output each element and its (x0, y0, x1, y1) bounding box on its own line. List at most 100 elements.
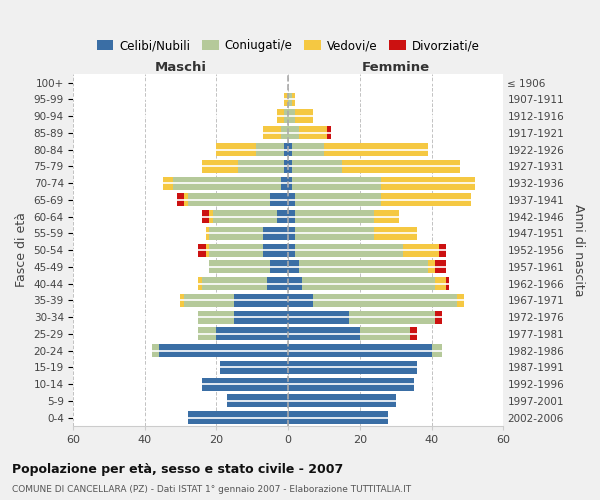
Bar (288, 160, 292, 173)
Bar (217, 143, 256, 156)
Bar (227, 394, 288, 407)
Bar (288, 294, 313, 307)
Bar (181, 294, 184, 307)
Bar (288, 143, 292, 156)
Y-axis label: Anni di nascita: Anni di nascita (572, 204, 585, 296)
Bar (263, 244, 288, 256)
Bar (381, 176, 475, 190)
Bar (295, 227, 374, 240)
Bar (270, 194, 288, 206)
Bar (292, 160, 342, 173)
Bar (202, 210, 209, 223)
Bar (288, 328, 360, 340)
Bar (288, 110, 295, 122)
Bar (288, 176, 292, 190)
Bar (349, 310, 435, 324)
Bar (381, 194, 471, 206)
Bar (263, 227, 288, 240)
Bar (209, 210, 213, 223)
Text: Maschi: Maschi (154, 61, 206, 74)
Bar (277, 210, 288, 223)
Bar (288, 244, 295, 256)
Bar (234, 294, 288, 307)
Bar (428, 260, 435, 274)
Bar (213, 210, 277, 223)
Bar (446, 277, 449, 290)
Bar (270, 260, 288, 274)
Bar (256, 143, 284, 156)
Bar (177, 194, 184, 206)
Bar (281, 126, 288, 140)
Bar (292, 143, 324, 156)
Bar (299, 126, 328, 140)
Bar (374, 227, 417, 240)
Bar (342, 160, 460, 173)
Bar (188, 194, 270, 206)
Bar (299, 260, 428, 274)
Bar (152, 344, 159, 357)
Bar (288, 260, 299, 274)
Bar (217, 328, 288, 340)
Bar (209, 227, 263, 240)
Bar (234, 310, 288, 324)
Y-axis label: Fasce di età: Fasce di età (15, 212, 28, 288)
Bar (457, 294, 464, 307)
Bar (292, 176, 381, 190)
Bar (374, 210, 399, 223)
Bar (220, 361, 288, 374)
Bar (435, 260, 446, 274)
Bar (288, 227, 295, 240)
Bar (295, 110, 313, 122)
Bar (206, 244, 209, 256)
Bar (202, 378, 288, 390)
Bar (199, 328, 217, 340)
Bar (295, 194, 381, 206)
Bar (288, 126, 299, 140)
Bar (295, 244, 403, 256)
Bar (431, 344, 442, 357)
Bar (295, 210, 374, 223)
Bar (184, 294, 234, 307)
Bar (328, 126, 331, 140)
Bar (302, 277, 435, 290)
Bar (284, 160, 288, 173)
Bar (173, 176, 281, 190)
Bar (184, 194, 188, 206)
Bar (284, 92, 288, 106)
Bar (284, 143, 288, 156)
Bar (288, 394, 395, 407)
Bar (209, 244, 263, 256)
Bar (199, 310, 234, 324)
Bar (435, 310, 442, 324)
Bar (435, 277, 446, 290)
Bar (360, 328, 410, 340)
Bar (403, 244, 439, 256)
Text: Popolazione per età, sesso e stato civile - 2007: Popolazione per età, sesso e stato civil… (12, 462, 343, 475)
Bar (439, 244, 446, 256)
Bar (313, 294, 457, 307)
Bar (277, 110, 284, 122)
Bar (288, 194, 295, 206)
Bar (159, 344, 288, 357)
Bar (238, 160, 284, 173)
Bar (288, 210, 295, 223)
Bar (288, 411, 388, 424)
Bar (288, 378, 413, 390)
Bar (288, 92, 292, 106)
Bar (263, 126, 281, 140)
Bar (292, 92, 295, 106)
Bar (199, 277, 202, 290)
Bar (288, 344, 431, 357)
Bar (163, 176, 173, 190)
Bar (266, 277, 288, 290)
Bar (209, 260, 270, 274)
Bar (202, 277, 266, 290)
Bar (324, 143, 428, 156)
Text: COMUNE DI CANCELLARA (PZ) - Dati ISTAT 1° gennaio 2007 - Elaborazione TUTTITALIA: COMUNE DI CANCELLARA (PZ) - Dati ISTAT 1… (12, 486, 411, 494)
Bar (288, 310, 349, 324)
Bar (284, 110, 288, 122)
Bar (199, 244, 206, 256)
Bar (206, 227, 209, 240)
Bar (410, 328, 417, 340)
Legend: Celibi/Nubili, Coniugati/e, Vedovi/e, Divorziati/e: Celibi/Nubili, Coniugati/e, Vedovi/e, Di… (92, 34, 484, 57)
